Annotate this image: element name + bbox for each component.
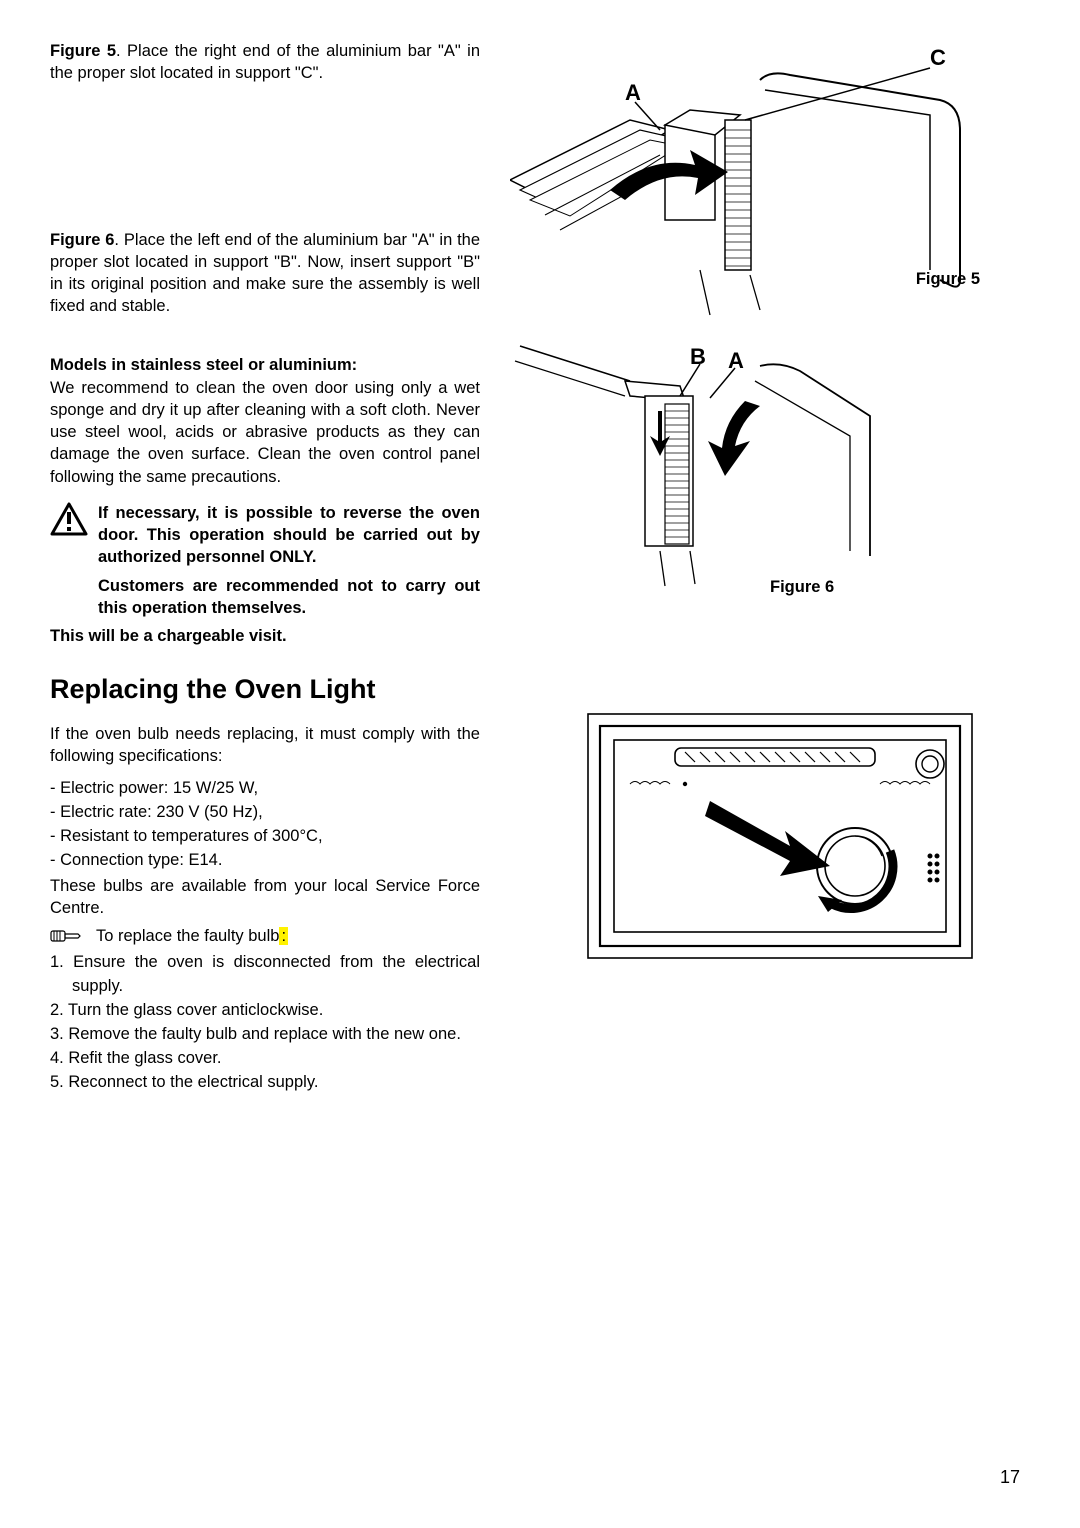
models-body: We recommend to clean the oven door usin…	[50, 377, 480, 488]
figure5-label-a: A	[625, 80, 641, 106]
replace-note-highlight: :	[279, 927, 288, 945]
spec-item: - Resistant to temperatures of 300°C,	[50, 825, 480, 849]
spacer	[50, 332, 480, 356]
hand-pointer-icon	[50, 925, 84, 947]
section-heading: Replacing the Oven Light	[50, 674, 480, 705]
figure5-box: A C	[510, 20, 1010, 320]
page-number: 17	[1000, 1467, 1020, 1488]
models-block: Models in stainless steel or aluminium: …	[50, 356, 480, 488]
step-item: 1. Ensure the oven is disconnected from …	[50, 951, 480, 999]
figure6-caption: Figure 6	[770, 578, 834, 597]
step-item: 5. Reconnect to the electrical supply.	[50, 1071, 480, 1095]
warning-text-3: This will be a chargeable visit.	[50, 625, 480, 647]
left-column: Figure 5. Place the right end of the alu…	[50, 40, 480, 1095]
figure6-lead: Figure 6	[50, 231, 114, 249]
right-column: A C	[510, 20, 1010, 986]
warning-icon	[50, 502, 88, 536]
step-item: 2. Turn the glass cover anticlockwise.	[50, 999, 480, 1023]
warning-text-1: If necessary, it is possible to reverse …	[98, 502, 480, 569]
step-item: 3. Remove the faulty bulb and replace wi…	[50, 1023, 480, 1047]
spec-item: - Electric power: 15 W/25 W,	[50, 777, 480, 801]
figure6-illustration	[510, 326, 930, 596]
replace-note-row: To replace the faulty bulb:	[50, 925, 480, 947]
spacer	[50, 99, 480, 229]
steps-list: 1. Ensure the oven is disconnected from …	[50, 951, 480, 1095]
step-item: 4. Refit the glass cover.	[50, 1047, 480, 1071]
figure5-paragraph: Figure 5. Place the right end of the alu…	[50, 40, 480, 85]
figure6-text: . Place the left end of the aluminium ba…	[50, 231, 480, 316]
spec-list: - Electric power: 15 W/25 W, - Electric …	[50, 777, 480, 873]
figure6-label-b: B	[690, 344, 706, 370]
spec-item: - Electric rate: 230 V (50 Hz),	[50, 801, 480, 825]
availability-paragraph: These bulbs are available from your loca…	[50, 875, 480, 920]
figure5-label-c: C	[930, 45, 946, 71]
warning-text-2: Customers are recommended not to carry o…	[98, 575, 480, 620]
intro-paragraph: If the oven bulb needs replacing, it mus…	[50, 723, 480, 768]
figure6-label-a: A	[728, 348, 744, 374]
figure6-box: B A	[510, 326, 1010, 606]
figure5-caption: Figure 5	[916, 270, 980, 289]
replace-note-text: To replace the faulty bulb:	[96, 927, 288, 946]
figure5-lead: Figure 5	[50, 42, 116, 60]
oven-light-figure	[580, 706, 1010, 986]
models-heading: Models in stainless steel or aluminium:	[50, 356, 480, 375]
figure6-paragraph: Figure 6. Place the left end of the alum…	[50, 229, 480, 318]
warning-row: If necessary, it is possible to reverse …	[50, 502, 480, 569]
spec-item: - Connection type: E14.	[50, 849, 480, 873]
replace-note-main: To replace the faulty bulb	[96, 927, 279, 945]
oven-light-illustration	[580, 706, 980, 966]
